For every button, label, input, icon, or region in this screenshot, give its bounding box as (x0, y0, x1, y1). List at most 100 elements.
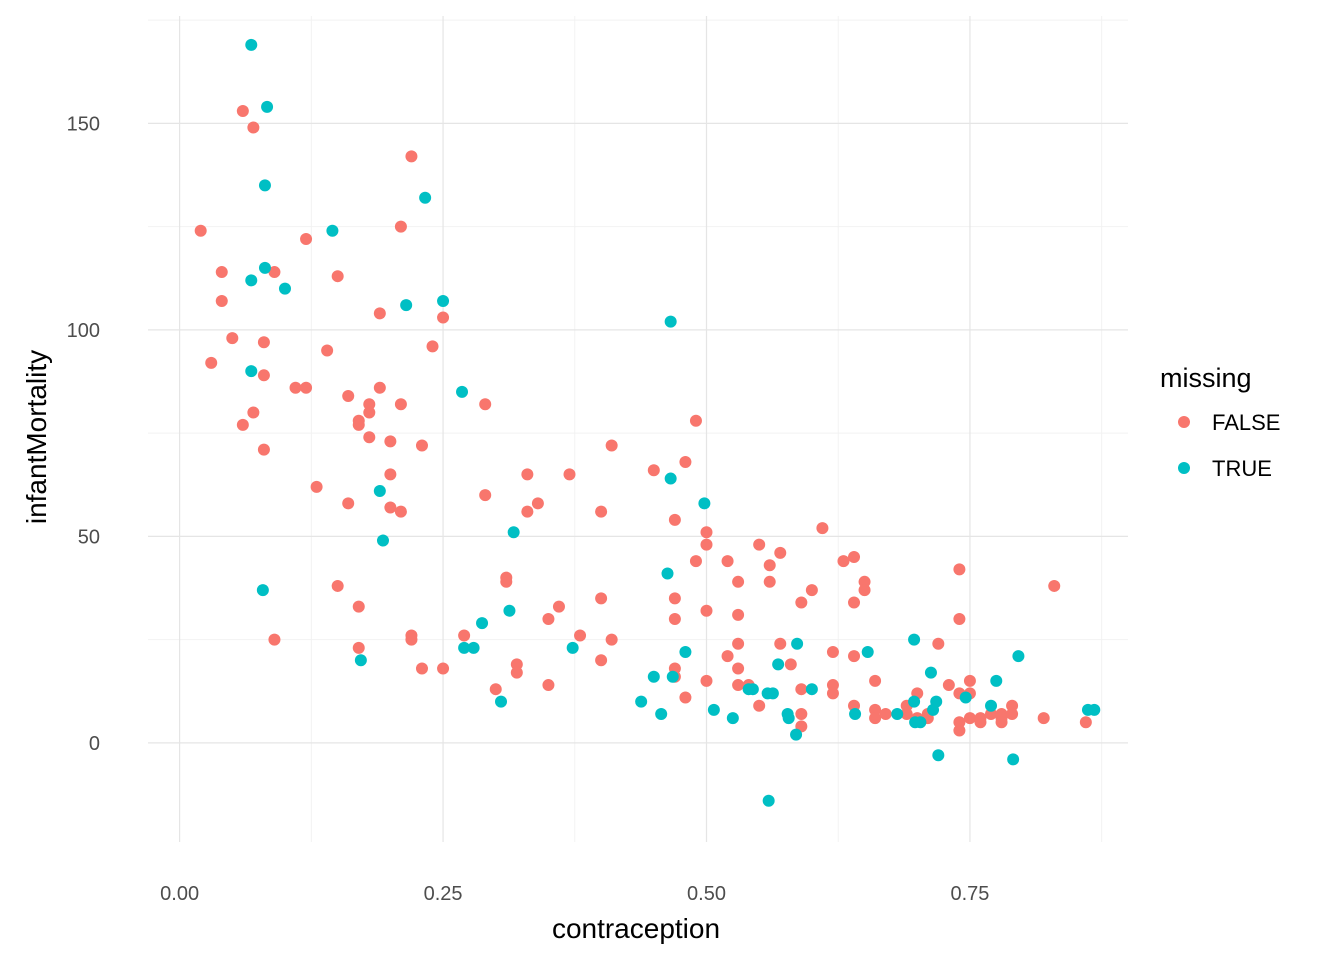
legend-title: missing (1160, 363, 1252, 393)
data-point-true (1088, 703, 1101, 716)
data-point-false (426, 340, 439, 353)
y-tick-label: 100 (67, 320, 100, 342)
data-point-true (655, 707, 668, 720)
data-point-true (376, 534, 389, 547)
data-point-false (352, 641, 365, 654)
data-point-false (500, 575, 513, 588)
data-point-false (257, 336, 270, 349)
x-axis-ticks: 0.00 0.25 0.50 0.75 (160, 883, 989, 905)
data-point-true (256, 584, 269, 597)
data-point-true (458, 641, 471, 654)
data-point-false (479, 489, 492, 502)
data-point-true (258, 179, 271, 192)
data-point-false (900, 707, 913, 720)
data-point-true (746, 683, 759, 696)
data-point-false (542, 679, 555, 692)
y-axis-title: infantMortality (21, 350, 52, 524)
data-point-false (668, 513, 681, 526)
data-point-true (354, 654, 367, 667)
data-point-true (664, 472, 677, 485)
data-point-false (542, 612, 555, 625)
data-point-false (763, 559, 776, 572)
data-point-false (774, 546, 787, 559)
legend-key-false (1178, 416, 1190, 428)
data-point-false (679, 691, 692, 704)
data-point-true (373, 484, 386, 497)
y-tick-label: 150 (67, 113, 100, 135)
y-axis-ticks: 0 50 100 150 (67, 113, 100, 755)
data-point-false (995, 716, 1008, 729)
data-points (194, 38, 1101, 807)
data-point-true (959, 691, 972, 704)
data-point-false (721, 650, 734, 663)
data-point-true (326, 224, 339, 237)
data-point-false (437, 311, 450, 324)
data-point-false (1037, 712, 1050, 725)
data-point-false (595, 654, 608, 667)
data-point-false (331, 579, 344, 592)
data-point-false (574, 629, 587, 642)
data-point-false (732, 637, 745, 650)
data-point-true (666, 670, 679, 683)
data-point-false (700, 526, 713, 539)
grid-minor (148, 16, 1128, 842)
grid-major (148, 16, 1128, 842)
data-point-false (848, 596, 861, 609)
data-point-false (373, 307, 386, 320)
x-tick-label: 0.75 (950, 883, 989, 905)
data-point-true (400, 299, 413, 312)
data-point-false (700, 604, 713, 617)
data-point-false (974, 716, 987, 729)
data-point-true (861, 646, 874, 659)
data-point-false (753, 699, 766, 712)
data-point-false (257, 369, 270, 382)
data-point-false (753, 538, 766, 551)
data-point-false (605, 633, 618, 646)
data-point-false (721, 555, 734, 568)
data-point-false (816, 522, 829, 535)
data-point-false (226, 332, 239, 345)
data-point-false (215, 266, 228, 279)
data-point-false (521, 468, 534, 481)
data-point-true (766, 687, 779, 700)
data-point-true (245, 274, 258, 287)
data-point-false (247, 121, 260, 134)
data-point-false (384, 468, 397, 481)
data-point-false (394, 505, 407, 518)
data-point-false (415, 439, 428, 452)
data-point-true (1007, 753, 1020, 766)
data-point-false (268, 266, 281, 279)
data-point-false (732, 662, 745, 675)
data-point-true (258, 261, 271, 274)
data-point-false (342, 497, 355, 510)
data-point-false (437, 662, 450, 675)
data-point-false (942, 679, 955, 692)
data-point-true (476, 617, 489, 630)
data-point-false (321, 344, 334, 357)
data-point-true (985, 699, 998, 712)
data-point-false (215, 294, 228, 307)
data-point-true (849, 707, 862, 720)
data-point-false (953, 563, 966, 576)
data-point-true (908, 695, 921, 708)
legend: missing FALSE TRUE (1160, 363, 1280, 481)
data-point-false (795, 683, 808, 696)
data-point-false (869, 703, 882, 716)
data-point-false (932, 637, 945, 650)
data-point-true (932, 749, 945, 762)
data-point-false (205, 356, 218, 369)
data-point-false (363, 398, 376, 411)
data-point-true (790, 728, 803, 741)
data-point-false (869, 712, 882, 725)
data-point-false (510, 666, 523, 679)
data-point-true (805, 683, 818, 696)
data-point-false (268, 633, 281, 646)
data-point-false (805, 584, 818, 597)
data-point-false (795, 596, 808, 609)
data-point-true (891, 707, 904, 720)
data-point-false (289, 381, 302, 394)
data-point-false (363, 431, 376, 444)
data-point-false (531, 497, 544, 510)
data-point-false (342, 389, 355, 402)
data-point-false (879, 707, 892, 720)
